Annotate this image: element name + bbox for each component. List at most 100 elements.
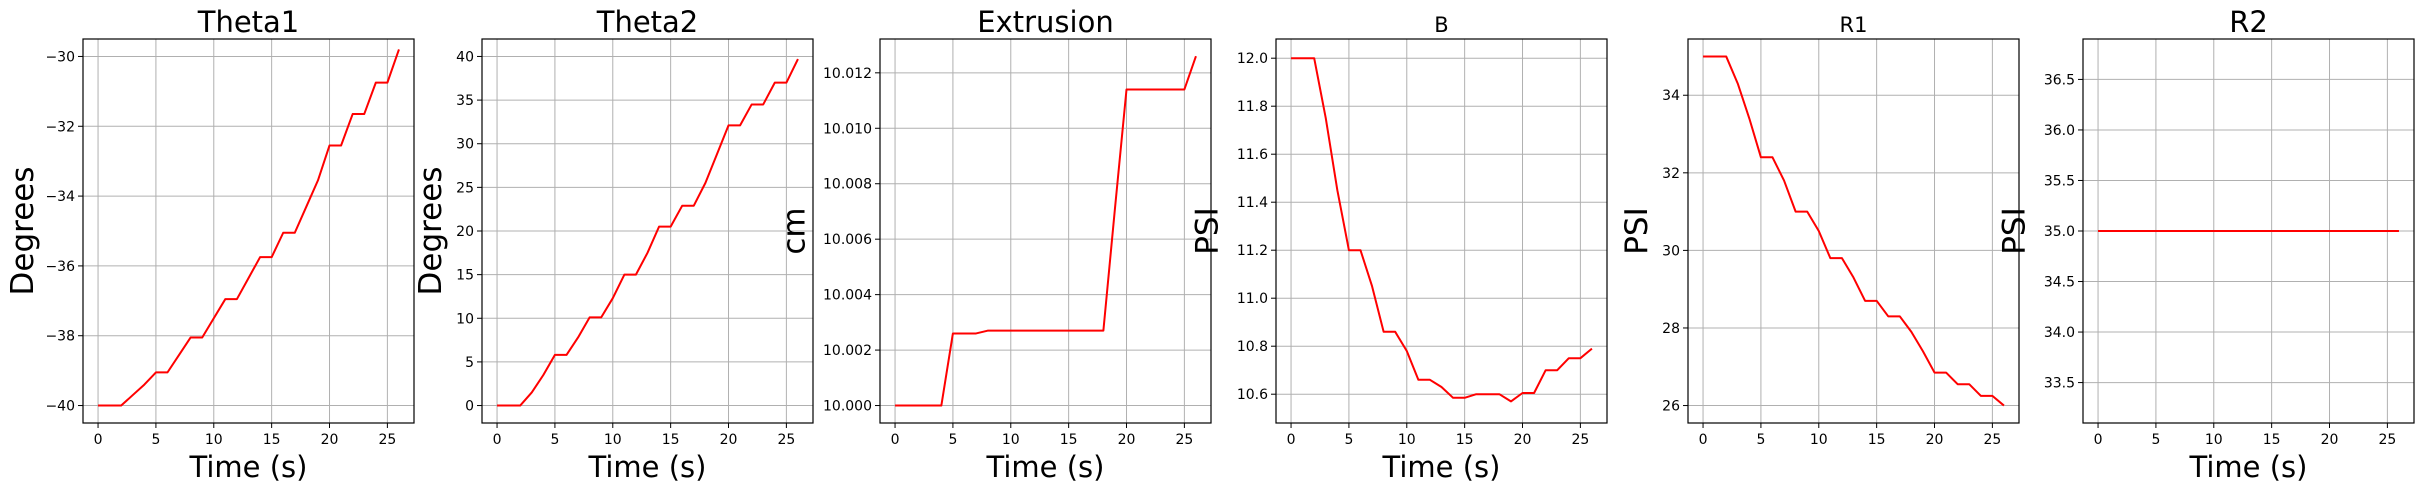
y-tick-label: 10.004 xyxy=(823,288,872,304)
chart-title: R2 xyxy=(2229,5,2268,39)
x-tick-label: 20 xyxy=(1926,432,1944,448)
x-tick-label: 15 xyxy=(2263,432,2281,448)
y-tick-label: 10.010 xyxy=(823,121,872,137)
chart-5: 0 5 10 15 20 25 26 28 30 32 34 R1 PSI xyxy=(1619,13,2020,448)
y-tick-label: −30 xyxy=(45,49,75,65)
plot-frame xyxy=(1275,38,1608,424)
series-line xyxy=(497,58,799,407)
chart-title: Extrusion xyxy=(977,5,1113,39)
plot-frame xyxy=(82,38,415,424)
x-tick-label: 10 xyxy=(604,432,622,448)
x-tick-label: 0 xyxy=(1287,432,1296,448)
x-tick-label: 0 xyxy=(891,432,900,448)
chart-title: R1 xyxy=(1840,13,1868,37)
y-tick-label: 30 xyxy=(456,137,474,153)
x-axis-label: Time (s) xyxy=(2189,450,2308,484)
y-tick-label: 35 xyxy=(456,93,474,109)
x-tick-label: 5 xyxy=(550,432,559,448)
x-tick-label: 15 xyxy=(662,432,680,448)
x-tick-label: 5 xyxy=(151,432,160,448)
y-axis-label: PSI xyxy=(1190,207,1226,255)
y-axis-label: Degrees xyxy=(5,167,41,296)
series-line xyxy=(98,49,400,407)
x-tick-label: 25 xyxy=(1175,432,1193,448)
x-tick-label: 10 xyxy=(2205,432,2223,448)
chart-title: Theta1 xyxy=(197,5,300,39)
y-tick-label: 10 xyxy=(456,311,474,327)
x-tick-label: 15 xyxy=(1060,432,1078,448)
y-tick-label: 10.000 xyxy=(823,399,872,415)
y-tick-label: −34 xyxy=(45,189,75,205)
x-tick-label: 0 xyxy=(1699,432,1708,448)
y-axis-label: Degrees xyxy=(413,167,449,296)
y-tick-label: 25 xyxy=(456,180,474,196)
y-tick-label: 0 xyxy=(465,399,474,415)
x-tick-label: 5 xyxy=(1344,432,1353,448)
y-tick-label: 34 xyxy=(1662,88,1680,104)
y-tick-label: 11.2 xyxy=(1237,243,1268,259)
x-tick-label: 0 xyxy=(493,432,502,448)
x-tick-label: 10 xyxy=(205,432,223,448)
y-tick-label: 36.0 xyxy=(2044,123,2075,139)
x-tick-label: 15 xyxy=(263,432,281,448)
y-tick-label: 32 xyxy=(1662,166,1680,182)
plot-frame xyxy=(1687,38,2020,424)
x-tick-label: 20 xyxy=(1514,432,1532,448)
chart-4: 0 5 10 15 20 25 10.6 10.8 11.0 11.2 11.4 11.6 11.8 12… xyxy=(1190,13,1608,484)
y-tick-label: 36.5 xyxy=(2044,72,2075,88)
y-tick-label: −32 xyxy=(45,119,75,135)
x-tick-label: 0 xyxy=(2094,432,2103,448)
x-tick-label: 20 xyxy=(720,432,738,448)
chart-3: 0 5 10 15 20 25 10.000 10.002 10.004 10.006 10.008… xyxy=(776,5,1212,484)
y-tick-label: 10.008 xyxy=(823,177,872,193)
chart-title: Theta2 xyxy=(596,5,699,39)
x-tick-label: 20 xyxy=(321,432,339,448)
y-tick-label: 40 xyxy=(456,49,474,65)
y-tick-label: 20 xyxy=(456,224,474,240)
y-tick-label: 26 xyxy=(1662,399,1680,415)
chart-1: 0 5 10 15 20 25 −40 −38 −36 −34 −32 −30 Theta1 Time (… xyxy=(5,5,415,484)
x-tick-label: 25 xyxy=(378,432,396,448)
x-axis-label: Time (s) xyxy=(189,450,308,484)
y-tick-label: 5 xyxy=(465,355,474,371)
chart-6: 0 5 10 15 20 25 33.5 34.0 34.5 35.0 35.5 36.0 36.5 R2… xyxy=(1997,5,2415,484)
y-tick-label: 10.012 xyxy=(823,66,872,82)
y-tick-label: 12.0 xyxy=(1237,51,1268,67)
x-tick-label: 15 xyxy=(1456,432,1474,448)
chart-2: 0 5 10 15 20 25 0 5 10 15 20 25 30 35 40 Theta2 Time (s)… xyxy=(413,5,814,484)
y-tick-label: 35.5 xyxy=(2044,173,2075,189)
y-tick-label: −36 xyxy=(45,259,75,275)
series-line xyxy=(895,55,1197,407)
y-tick-label: 10.002 xyxy=(823,343,872,359)
x-tick-label: 5 xyxy=(948,432,957,448)
y-tick-label: 10.8 xyxy=(1237,339,1268,355)
y-tick-label: 35.0 xyxy=(2044,224,2075,240)
x-tick-label: 0 xyxy=(94,432,103,448)
plot-frame xyxy=(879,38,1212,424)
y-tick-label: 34.5 xyxy=(2044,275,2075,291)
x-tick-label: 15 xyxy=(1868,432,1886,448)
x-tick-label: 10 xyxy=(1810,432,1828,448)
y-tick-label: 28 xyxy=(1662,321,1680,337)
y-axis-label: PSI xyxy=(1619,207,1655,255)
y-axis-label: cm xyxy=(776,207,812,254)
y-tick-label: 11.6 xyxy=(1237,147,1268,163)
y-tick-label: 33.5 xyxy=(2044,376,2075,392)
series-line xyxy=(1703,55,2005,407)
x-tick-label: 25 xyxy=(1983,432,2001,448)
y-tick-label: 30 xyxy=(1662,243,1680,259)
x-tick-label: 10 xyxy=(1002,432,1020,448)
x-tick-label: 10 xyxy=(1398,432,1416,448)
y-tick-label: 11.0 xyxy=(1237,291,1268,307)
x-axis-label: Time (s) xyxy=(1382,450,1501,484)
y-tick-label: −40 xyxy=(45,399,75,415)
x-tick-label: 5 xyxy=(1756,432,1765,448)
x-axis-label: Time (s) xyxy=(986,450,1105,484)
x-axis-label: Time (s) xyxy=(588,450,707,484)
y-axis-label: PSI xyxy=(1997,207,2033,255)
series-line xyxy=(1291,57,1593,403)
x-tick-label: 5 xyxy=(2151,432,2160,448)
y-tick-label: 11.8 xyxy=(1237,99,1268,115)
x-tick-label: 20 xyxy=(1118,432,1136,448)
